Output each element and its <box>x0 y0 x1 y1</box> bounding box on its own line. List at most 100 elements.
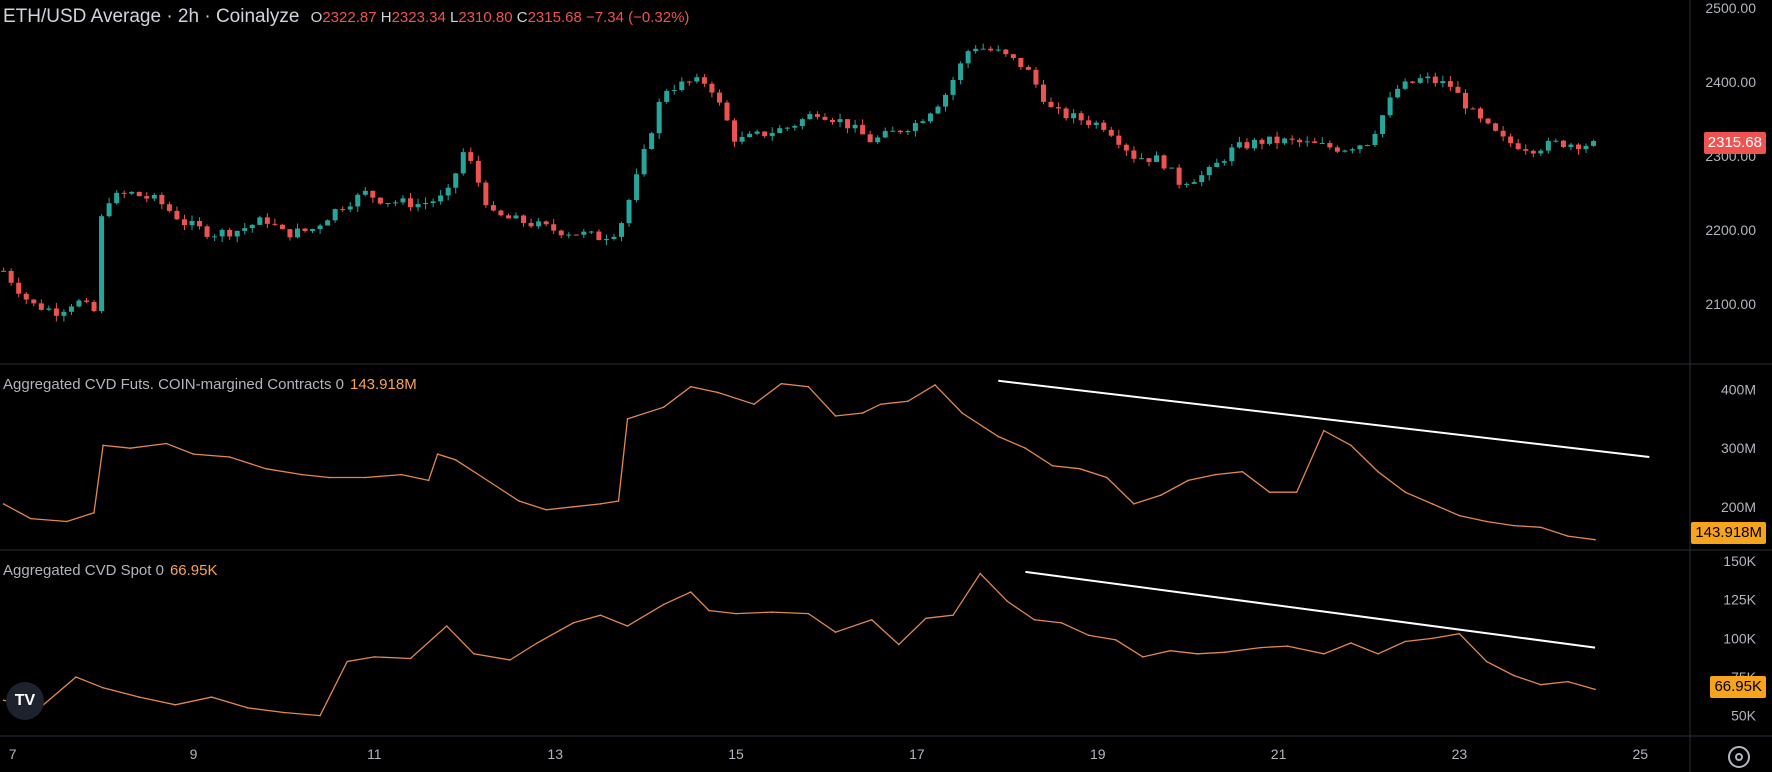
candle-body <box>1101 122 1107 130</box>
candle-body <box>1018 57 1024 68</box>
candle-body <box>1289 138 1295 140</box>
cvd-point <box>1133 503 1135 505</box>
spot-cvd-line <box>3 572 1596 717</box>
candle-body <box>897 130 903 133</box>
candle-body <box>1267 136 1273 144</box>
candle-body <box>76 300 82 307</box>
cvd-point <box>346 660 349 663</box>
candle-body <box>144 196 150 199</box>
candle-body <box>1191 182 1197 184</box>
low-value: 2310.80 <box>458 9 513 26</box>
cvd-point <box>1169 649 1171 652</box>
futures-pane-label[interactable]: Aggregated CVD Futs. COIN-margined Contr… <box>3 376 344 393</box>
candle-body <box>566 234 572 236</box>
spot-pane-label[interactable]: Aggregated CVD Spot 0 <box>3 562 164 579</box>
cvd-point <box>138 696 141 698</box>
x-tick-label: 9 <box>190 746 198 762</box>
cvd-point <box>265 467 267 470</box>
candle-body <box>136 191 142 197</box>
candle-body <box>1229 147 1235 162</box>
cvd-point <box>1458 632 1461 635</box>
cvd-point <box>2 699 5 701</box>
cvd-point <box>708 609 710 612</box>
candle-body <box>362 190 368 195</box>
candle-body <box>1244 142 1250 149</box>
candle-body <box>973 48 979 52</box>
futures-cvd-line-trendline <box>998 379 1650 458</box>
candle-body <box>1169 167 1175 169</box>
candle-body <box>694 77 700 82</box>
candle-body <box>392 202 398 204</box>
candle-body <box>91 301 97 312</box>
candle-body <box>845 119 851 129</box>
candle-body <box>1591 141 1597 146</box>
cvd-point <box>1160 494 1162 496</box>
candle-body <box>965 51 971 64</box>
candle-body <box>1478 108 1484 119</box>
cvd-point <box>373 656 376 658</box>
candle-body <box>1575 144 1581 150</box>
cvd-point <box>1033 619 1036 621</box>
candle-body <box>890 130 896 132</box>
cvd-point <box>1377 470 1379 473</box>
symbol-title[interactable]: ETH/USD Average · 2h · Coinalyze <box>3 6 300 27</box>
cvd-point <box>690 385 692 388</box>
candle-body <box>340 209 346 211</box>
y-tick-label: 50K <box>1731 708 1757 724</box>
y-tick-label: 2500.00 <box>1705 0 1756 16</box>
candle-body <box>430 201 436 203</box>
x-tick-label: 21 <box>1271 746 1287 762</box>
cvd-point <box>1241 470 1244 473</box>
cvd-point <box>952 614 954 616</box>
candle-body <box>1003 49 1009 55</box>
candle-body <box>724 102 730 121</box>
cvd-point <box>1214 473 1217 476</box>
candle-body <box>347 206 353 210</box>
candle-body <box>294 228 300 238</box>
candle-body <box>8 270 14 283</box>
candle-body <box>242 228 248 231</box>
cvd-point <box>427 479 430 482</box>
candle-body <box>769 132 775 137</box>
spot-pane-value: 66.95K <box>169 562 218 579</box>
candle-body <box>219 229 225 237</box>
futures-pane-legend: Aggregated CVD Futs. COIN-margined Contr… <box>3 376 417 393</box>
cvd-point <box>482 476 484 479</box>
candle-body <box>701 77 707 84</box>
candle-body <box>415 204 421 208</box>
candle-body <box>626 199 632 224</box>
candle-body <box>355 194 361 207</box>
x-tick-label: 15 <box>728 746 744 762</box>
y-tick-label: 125K <box>1723 592 1756 608</box>
tradingview-logo[interactable]: TV <box>6 682 44 720</box>
cvd-point <box>925 617 927 620</box>
candle-body <box>1410 81 1416 83</box>
candle-body <box>1056 107 1062 109</box>
candle-body <box>1071 113 1077 119</box>
settings-icon[interactable] <box>1728 746 1750 768</box>
y-tick-label: 400M <box>1721 382 1756 398</box>
candle-body <box>475 160 481 183</box>
cvd-point <box>626 418 629 420</box>
candle-body <box>543 221 549 225</box>
candle-body <box>1259 139 1265 144</box>
x-tick-label: 19 <box>1090 746 1106 762</box>
futures-pane-value: 143.918M <box>349 376 417 393</box>
candle-body <box>875 137 881 143</box>
candle-body <box>483 182 489 206</box>
candle-body <box>1078 113 1084 121</box>
candle-body <box>317 225 323 230</box>
cvd-point <box>536 642 538 644</box>
cvd-point <box>509 659 511 661</box>
x-tick-label: 13 <box>547 746 563 762</box>
candle-body <box>777 128 783 133</box>
cvd-point <box>1105 476 1108 479</box>
candle-body <box>61 311 67 316</box>
cvd-point <box>1268 491 1271 493</box>
cvd-point <box>1078 467 1081 470</box>
cvd-point <box>1142 656 1144 658</box>
candle-body <box>385 203 391 205</box>
candle-body <box>1086 120 1092 125</box>
candle-body <box>980 48 986 50</box>
cvd-point <box>870 619 873 621</box>
